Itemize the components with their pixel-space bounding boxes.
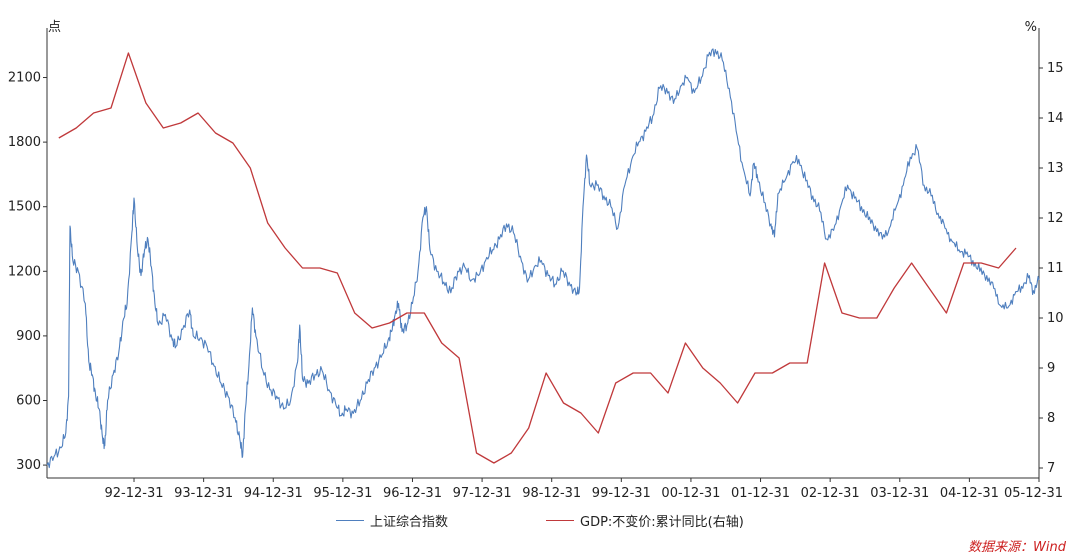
y-right-tick-label: 15 (1047, 61, 1064, 76)
x-tick-label: 95-12-31 (313, 486, 372, 501)
y-left-unit: 点 (48, 20, 61, 35)
y-right-tick-label: 7 (1047, 461, 1055, 476)
y-left-tick-label: 300 (16, 458, 41, 473)
y-left-tick-label: 1500 (8, 200, 41, 215)
x-tick-label: 92-12-31 (105, 486, 164, 501)
y-left-tick-label: 1800 (8, 135, 41, 150)
y-right-tick-label: 9 (1047, 361, 1055, 376)
y-left-tick-label: 600 (16, 393, 41, 408)
y-left-tick-label: 2100 (8, 71, 41, 86)
x-tick-label: 03-12-31 (870, 486, 929, 501)
chart-axes: 300 600 900 1200 1500 1800 2100 7 8 9 10 11 12 13 14 15… (8, 20, 1064, 501)
legend-swatch-index (336, 519, 364, 521)
y-left-tick-label: 1200 (8, 264, 41, 279)
x-tick-label: 99-12-31 (592, 486, 651, 501)
y-right-tick-label: 8 (1047, 411, 1055, 426)
data-source-note: 数据来源：Wind (968, 540, 1066, 555)
x-tick-label: 98-12-31 (522, 486, 581, 501)
x-tick-label: 94-12-31 (244, 486, 303, 501)
y-right-tick-label: 14 (1047, 111, 1064, 126)
x-tick-label: 04-12-31 (940, 486, 999, 501)
x-tick-label: 05-12-31 (1004, 486, 1063, 501)
x-tick-label: 96-12-31 (383, 486, 442, 501)
y-right-unit: % (1025, 20, 1037, 35)
x-tick-label: 00-12-31 (661, 486, 720, 501)
legend-label-index: 上证综合指数 (370, 514, 449, 530)
x-tick-label: 02-12-31 (801, 486, 860, 501)
x-tick-label: 01-12-31 (731, 486, 790, 501)
legend-item-gdp: GDP:不变价:累计同比(右轴) (546, 511, 744, 530)
x-tick-label: 97-12-31 (453, 486, 512, 501)
y-right-tick-label: 13 (1047, 161, 1064, 176)
legend-label-gdp: GDP:不变价:累计同比(右轴) (580, 514, 744, 530)
legend-item-index: 上证综合指数 (336, 511, 449, 530)
y-right-tick-label: 10 (1047, 311, 1064, 326)
series-line-index (46, 48, 1040, 469)
y-right-tick-label: 11 (1047, 261, 1064, 276)
y-left-tick-label: 900 (16, 329, 41, 344)
series-line-gdp (58, 52, 1017, 464)
chart-series (46, 48, 1040, 469)
legend-swatch-gdp (546, 519, 574, 521)
y-right-tick-label: 12 (1047, 211, 1064, 226)
x-tick-label: 93-12-31 (174, 486, 233, 501)
